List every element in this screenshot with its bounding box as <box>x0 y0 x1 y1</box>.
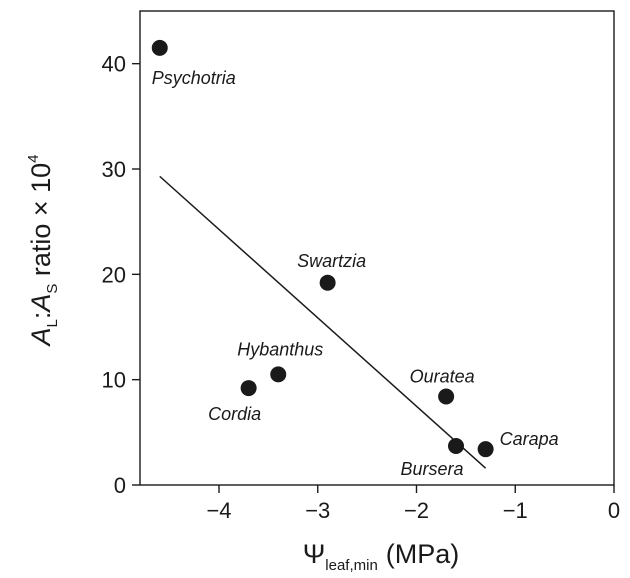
data-point <box>319 274 336 291</box>
y-tick-label: 30 <box>102 157 126 182</box>
point-label: Ouratea <box>410 367 475 387</box>
y-axis-label-sub2: S <box>44 284 61 294</box>
point-label: Swartzia <box>297 251 366 271</box>
data-point <box>477 441 494 458</box>
regression-line <box>159 175 487 469</box>
x-tick-label: −2 <box>404 498 429 523</box>
x-tick-label: 0 <box>608 498 620 523</box>
y-tick-label: 20 <box>102 262 126 287</box>
x-tick-label: −3 <box>305 498 330 523</box>
y-axis: 0 10 20 30 40 <box>102 52 140 498</box>
y-axis-label-text: ratio × 10 <box>26 163 56 284</box>
point-label: Carapa <box>500 429 559 449</box>
point-label: Psychotria <box>152 68 236 88</box>
x-axis-label: Ψleaf,min (MPa) <box>303 539 460 574</box>
point-labels: Psychotria Swartzia Hybanthus Cordia Ouratea… <box>152 68 559 479</box>
y-tick-label: 40 <box>102 52 126 77</box>
x-axis-label-symbol: Ψ <box>303 539 326 569</box>
y-axis-label-sep: : <box>26 312 56 320</box>
data-point <box>270 366 287 383</box>
data-point <box>438 388 455 405</box>
y-axis-label-sub1: L <box>44 319 61 327</box>
x-tick-label: −1 <box>503 498 528 523</box>
y-axis-label-sup: 4 <box>25 154 42 162</box>
x-axis-label-subscript: leaf,min <box>325 557 378 574</box>
data-point <box>151 39 168 56</box>
point-label: Hybanthus <box>237 339 323 359</box>
point-label: Cordia <box>208 404 261 424</box>
y-axis-label-a2: A <box>26 294 56 314</box>
data-point <box>448 438 464 455</box>
x-axis-label-unit: (MPa) <box>386 539 460 569</box>
y-axis-label: AL:AS ratio × 104 <box>25 154 61 347</box>
y-tick-label: 10 <box>102 368 126 393</box>
data-point <box>240 380 257 397</box>
y-axis-label-a1: A <box>26 328 56 348</box>
data-points <box>151 39 494 458</box>
y-tick-label: 0 <box>114 473 126 498</box>
plot-frame <box>139 10 615 486</box>
x-axis: −4 −3 −2 −1 0 <box>206 485 620 523</box>
x-tick-label: −4 <box>206 498 231 523</box>
regression-line-group <box>159 175 487 469</box>
point-label: Bursera <box>400 459 463 479</box>
